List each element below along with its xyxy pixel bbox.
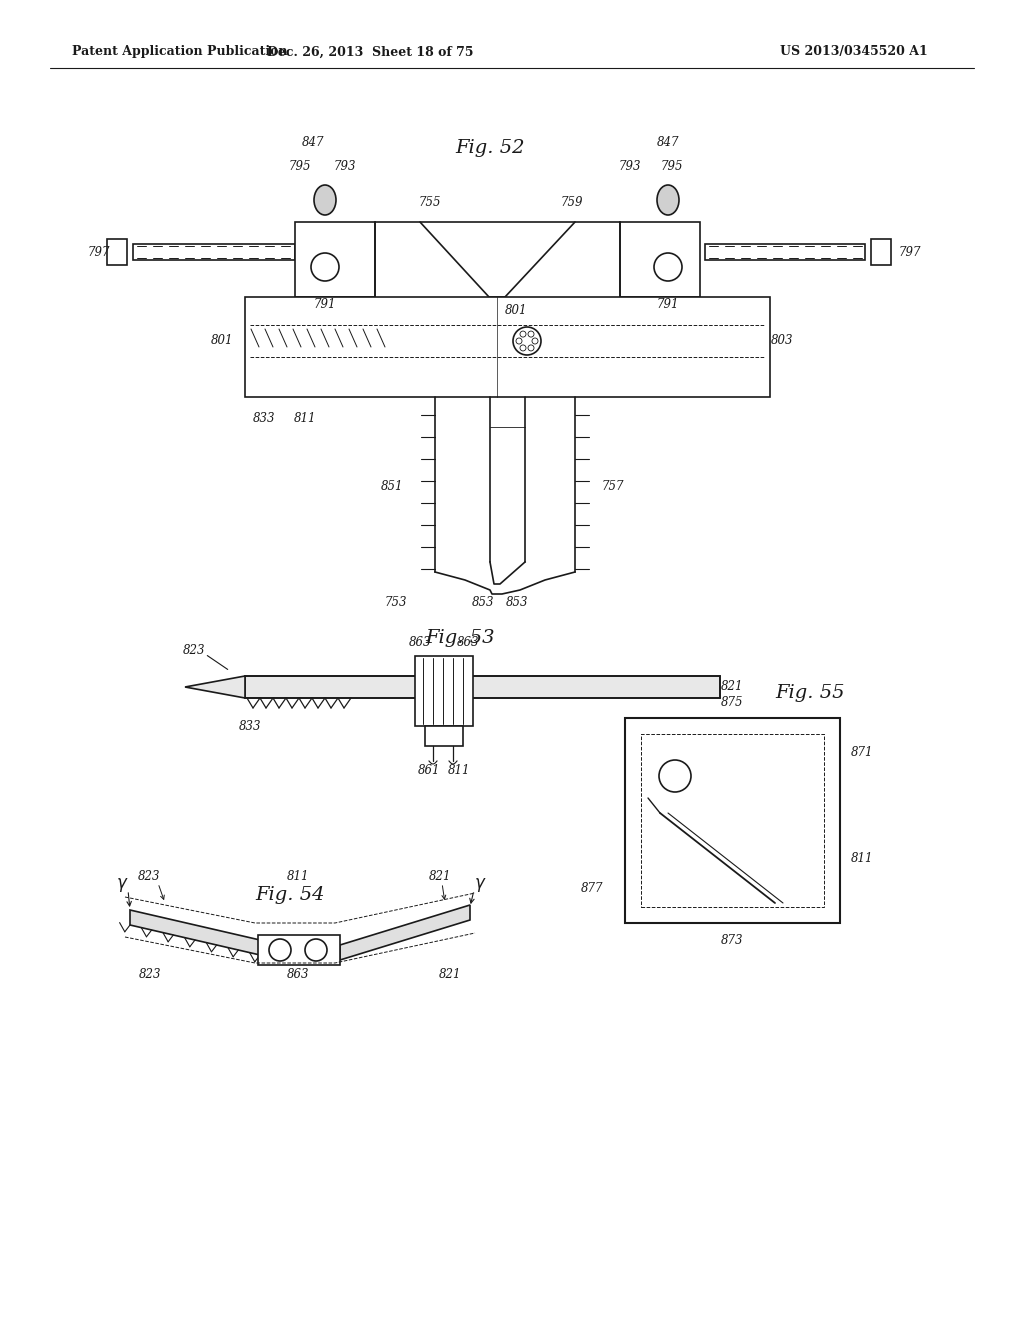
Text: 823: 823 [137,870,160,883]
Circle shape [532,338,538,345]
Text: US 2013/0345520 A1: US 2013/0345520 A1 [780,45,928,58]
Bar [415,656,473,726]
Text: 821: 821 [429,870,452,883]
Text: 863: 863 [457,636,479,649]
Text: 863: 863 [409,636,431,649]
Text: $\gamma$: $\gamma$ [116,876,128,894]
Text: 853: 853 [506,595,528,609]
Text: 793: 793 [618,161,641,173]
Text: 847: 847 [302,136,325,149]
Circle shape [311,253,339,281]
Text: 793: 793 [334,161,356,173]
Text: Patent Application Publication: Patent Application Publication [72,45,288,58]
Bar [258,935,340,965]
Bar [625,718,840,923]
Circle shape [659,760,691,792]
Text: 853: 853 [472,595,495,609]
Text: 791: 791 [313,298,336,312]
Bar [425,726,463,746]
Bar [245,297,770,397]
Polygon shape [130,909,260,954]
Text: 801: 801 [505,305,527,318]
Bar [641,734,824,907]
Text: 851: 851 [381,480,403,494]
Text: 811: 811 [447,764,470,777]
Circle shape [528,345,534,351]
Text: Fig. 55: Fig. 55 [775,684,845,702]
Bar [295,222,375,297]
Text: 797: 797 [899,246,922,259]
Text: Dec. 26, 2013  Sheet 18 of 75: Dec. 26, 2013 Sheet 18 of 75 [266,45,473,58]
Text: 801: 801 [211,334,233,347]
Ellipse shape [657,185,679,215]
Bar [245,676,720,698]
Ellipse shape [314,185,336,215]
Text: 877: 877 [581,882,603,895]
Text: 797: 797 [87,246,110,259]
Text: 821: 821 [438,969,461,982]
Text: 795: 795 [660,161,683,173]
Text: Fig. 54: Fig. 54 [255,886,325,904]
Text: Fig. 53: Fig. 53 [425,630,495,647]
Text: 863: 863 [287,969,309,982]
Circle shape [520,345,526,351]
Text: 847: 847 [656,136,679,149]
Text: 873: 873 [721,935,743,948]
Text: 823: 823 [138,969,161,982]
Text: 759: 759 [561,195,584,209]
Text: 811: 811 [851,851,873,865]
Text: $\gamma$: $\gamma$ [474,876,486,894]
Circle shape [305,939,327,961]
Polygon shape [340,906,470,960]
Text: 875: 875 [721,697,743,710]
Bar [871,239,891,265]
Bar [133,244,295,260]
Text: 795: 795 [289,161,311,173]
Text: 861: 861 [418,764,440,777]
Text: 833: 833 [253,412,275,425]
Text: 823: 823 [182,644,205,657]
Text: 755: 755 [419,195,441,209]
Text: 871: 871 [851,747,873,759]
Text: 821: 821 [721,681,743,693]
Circle shape [516,338,522,345]
Bar [705,244,865,260]
Circle shape [513,327,541,355]
Text: 811: 811 [294,412,316,425]
Text: 803: 803 [771,334,794,347]
Circle shape [528,331,534,337]
Bar [620,222,700,297]
Circle shape [654,253,682,281]
Text: 753: 753 [384,595,407,609]
Polygon shape [185,676,245,698]
Text: 833: 833 [239,719,261,733]
Bar [106,239,127,265]
Text: 811: 811 [287,870,309,883]
Text: 757: 757 [602,480,625,494]
Circle shape [269,939,291,961]
Circle shape [520,331,526,337]
Text: 791: 791 [656,298,679,312]
Text: Fig. 52: Fig. 52 [456,139,524,157]
